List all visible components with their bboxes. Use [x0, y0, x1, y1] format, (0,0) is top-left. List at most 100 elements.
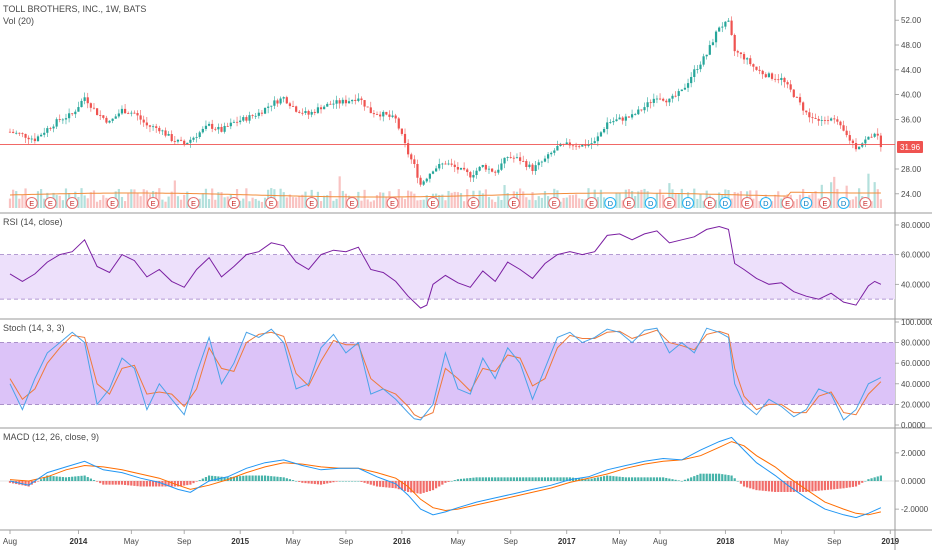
earnings-marker[interactable]: E	[818, 196, 831, 210]
macd-histogram-bar	[733, 478, 736, 481]
candle-body	[870, 136, 873, 138]
candle-body	[649, 102, 652, 104]
earnings-marker[interactable]: E	[507, 196, 520, 210]
dividend-marker[interactable]: D	[644, 196, 657, 210]
macd-histogram-bar	[369, 481, 372, 485]
earnings-marker[interactable]: E	[622, 196, 636, 210]
axis-label: 60.0000	[901, 359, 930, 368]
marker-letter: E	[785, 199, 790, 208]
volume-bar	[643, 188, 646, 208]
earnings-marker[interactable]: E	[426, 196, 440, 210]
volume-bar	[795, 199, 799, 208]
marker-letter: D	[685, 199, 691, 208]
earnings-marker[interactable]: E	[187, 196, 200, 210]
volume-bar	[161, 199, 164, 208]
earnings-marker[interactable]: E	[859, 196, 872, 210]
macd-histogram-bar	[422, 481, 425, 493]
earnings-marker[interactable]: E	[305, 196, 318, 210]
macd-histogram-bar	[637, 477, 640, 481]
volume-bar	[99, 199, 102, 208]
volume-bar	[814, 191, 817, 208]
macd-histogram-bar	[176, 481, 180, 487]
candle-body	[161, 130, 164, 132]
earnings-marker[interactable]: E	[703, 196, 716, 210]
axis-label: -2.0000	[901, 505, 929, 514]
candle-body	[543, 158, 547, 162]
candle-body	[295, 106, 298, 112]
macd-histogram-bar	[86, 477, 89, 481]
candle-body	[58, 119, 61, 120]
candle-body	[565, 142, 568, 145]
earnings-marker[interactable]: E	[66, 196, 79, 210]
rsi-label: RSI (14, close)	[3, 217, 63, 227]
earnings-marker[interactable]: E	[265, 196, 278, 210]
volume-bar	[186, 191, 189, 208]
marker-circle	[818, 196, 831, 210]
earnings-marker[interactable]: E	[548, 196, 561, 210]
dividend-marker[interactable]: D	[837, 196, 850, 210]
earnings-marker[interactable]: E	[741, 196, 754, 210]
candle-body	[624, 116, 627, 121]
candle-body	[506, 157, 509, 158]
candle-body	[637, 109, 640, 115]
volume-bar	[714, 199, 718, 208]
candle-body	[323, 106, 326, 110]
volume-bar	[830, 182, 833, 208]
volume-bar	[254, 198, 257, 208]
volume-bar	[397, 189, 400, 208]
candle-body	[783, 77, 786, 83]
macd-histogram-bar	[83, 475, 86, 481]
candle-body	[301, 112, 304, 114]
macd-histogram-bar	[658, 477, 662, 481]
volume-bar	[366, 199, 369, 208]
candle-body	[683, 87, 687, 90]
axis-label: 60.0000	[901, 251, 930, 260]
macd-histogram-bar	[767, 481, 771, 492]
volume-bar	[242, 198, 245, 208]
volume-bar	[733, 192, 736, 208]
earnings-marker[interactable]: E	[585, 196, 598, 210]
volume-bar	[102, 195, 105, 208]
earnings-marker[interactable]: E	[346, 196, 359, 210]
candle-body	[67, 113, 71, 119]
dividend-marker[interactable]: D	[604, 196, 617, 210]
candle-body	[494, 171, 497, 173]
earnings-marker[interactable]: E	[663, 196, 676, 210]
axis-label: 40.00	[901, 91, 922, 100]
volume-bar	[127, 193, 130, 208]
earnings-marker[interactable]: E	[106, 196, 119, 210]
earnings-marker[interactable]: E	[467, 196, 480, 210]
candle-body	[798, 97, 802, 103]
earnings-marker[interactable]: E	[25, 196, 38, 210]
volume-bar	[820, 184, 823, 208]
earnings-marker[interactable]: E	[781, 196, 794, 210]
macd-histogram-bar	[494, 477, 497, 481]
dividend-marker[interactable]: D	[681, 196, 695, 210]
marker-circle	[859, 196, 872, 210]
candle-body	[845, 130, 848, 136]
candle-body	[767, 73, 771, 78]
candle-body	[534, 165, 537, 172]
macd-histogram-bar	[170, 481, 173, 487]
macd-histogram-bar	[618, 476, 621, 481]
earnings-marker[interactable]: E	[386, 196, 399, 210]
earnings-marker[interactable]: E	[44, 196, 57, 210]
price-candles[interactable]	[8, 16, 882, 187]
earnings-marker[interactable]: E	[227, 196, 240, 210]
volume-bar	[86, 198, 89, 208]
candle-body	[117, 113, 120, 117]
macd-histogram-bar	[323, 481, 326, 485]
marker-letter: E	[390, 199, 395, 208]
earnings-marker[interactable]: E	[147, 196, 160, 210]
dividend-marker[interactable]: D	[759, 196, 772, 210]
dividend-marker[interactable]: D	[719, 196, 732, 210]
dividend-marker[interactable]: D	[800, 196, 813, 210]
volume-bar	[425, 195, 428, 208]
volume-bar	[494, 201, 497, 208]
macd-histogram-bar	[758, 481, 761, 491]
marker-letter: D	[763, 199, 769, 208]
candle-body	[696, 69, 699, 70]
macd-histogram-bar	[484, 477, 487, 481]
